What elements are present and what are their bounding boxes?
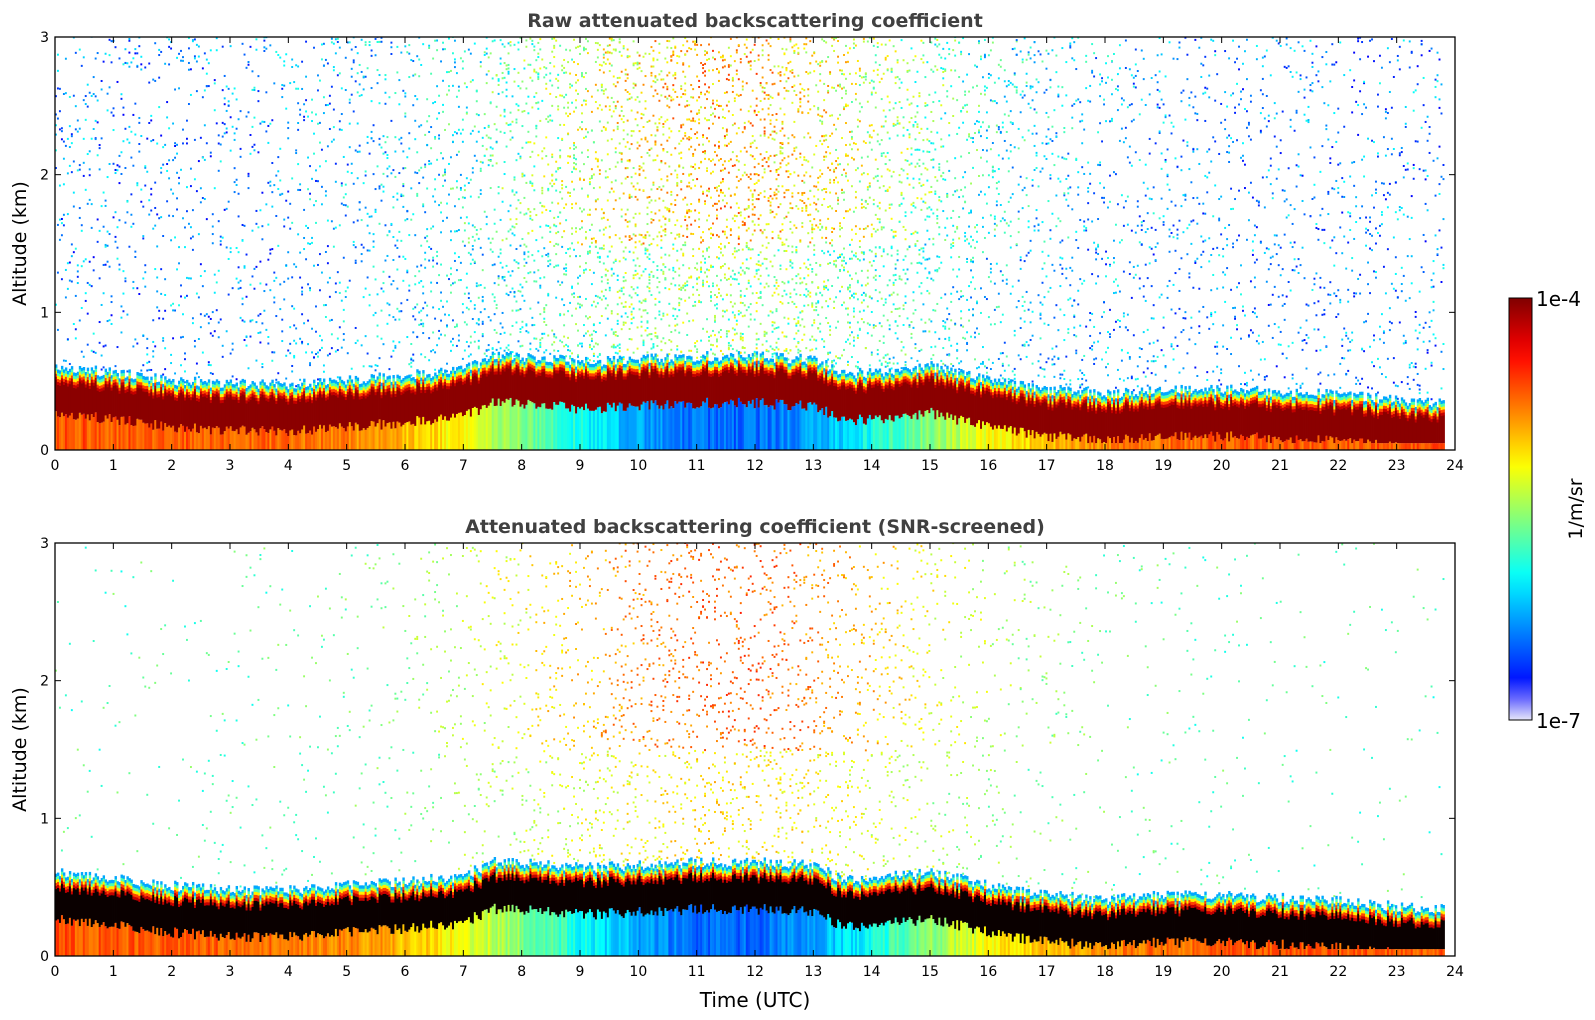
x-tick-label: 2 (167, 964, 176, 980)
x-tick-label: 8 (517, 458, 526, 474)
chart-title: Attenuated backscattering coefficient (S… (465, 516, 1045, 538)
colorbar: 1e-4 1e-7 1/m/sr (1508, 287, 1587, 733)
x-tick-label: 6 (401, 458, 410, 474)
x-tick-label: 14 (863, 458, 881, 474)
x-tick-label: 21 (1271, 964, 1289, 980)
colorbar-gradient (1508, 297, 1533, 721)
x-tick-label: 8 (517, 964, 526, 980)
y-axis-ticks: 0 1 2 3 (40, 30, 1455, 459)
y-tick-label: 0 (40, 443, 49, 459)
x-tick-label: 3 (226, 964, 235, 980)
colorbar-unit-label: 1/m/sr (1565, 478, 1587, 539)
snr-screened-backscatter-panel: Attenuated backscattering coefficient (S… (9, 516, 1464, 1012)
x-tick-label: 20 (1213, 964, 1231, 980)
x-tick-label: 19 (1154, 964, 1172, 980)
x-tick-label: 22 (1329, 964, 1347, 980)
x-tick-label: 13 (804, 458, 822, 474)
x-tick-label: 17 (1038, 964, 1056, 980)
x-tick-label: 20 (1213, 458, 1231, 474)
backscatter-heatmap (55, 543, 1445, 956)
x-tick-label: 10 (629, 964, 647, 980)
x-tick-label: 1 (109, 964, 118, 980)
x-tick-label: 24 (1446, 458, 1464, 474)
x-tick-label: 5 (342, 964, 351, 980)
x-tick-label: 24 (1446, 964, 1464, 980)
colorbar-min-label: 1e-7 (1536, 709, 1581, 733)
x-tick-label: 13 (804, 964, 822, 980)
x-tick-label: 11 (688, 458, 706, 474)
x-axis-ticks: 0 1 2 3 4 5 6 7 8 9 10 11 12 13 14 15 16 17 18 19 20 21 22 23 24 (51, 37, 1464, 474)
x-tick-label: 16 (979, 458, 997, 474)
x-tick-label: 15 (921, 964, 939, 980)
x-tick-label: 0 (51, 458, 60, 474)
x-tick-label: 11 (688, 964, 706, 980)
backscatter-heatmap (55, 37, 1445, 450)
raw-backscatter-panel: Raw attenuated backscattering coefficien… (9, 10, 1464, 474)
x-tick-label: 1 (109, 458, 118, 474)
x-tick-label: 22 (1329, 458, 1347, 474)
y-axis-label: Altitude (km) (9, 687, 31, 812)
x-tick-label: 17 (1038, 458, 1056, 474)
x-tick-label: 4 (284, 964, 293, 980)
y-tick-label: 0 (40, 949, 49, 965)
x-axis-ticks: 0 1 2 3 4 5 6 7 8 9 10 11 12 13 14 15 16 17 18 19 20 21 22 23 24 (51, 543, 1464, 980)
x-tick-label: 23 (1388, 964, 1406, 980)
y-tick-label: 3 (40, 30, 49, 46)
x-tick-label: 16 (979, 964, 997, 980)
x-tick-label: 23 (1388, 458, 1406, 474)
x-tick-label: 18 (1096, 964, 1114, 980)
y-tick-label: 1 (40, 811, 49, 827)
x-tick-label: 9 (576, 458, 585, 474)
x-tick-label: 18 (1096, 458, 1114, 474)
x-tick-label: 7 (459, 964, 468, 980)
colorbar-max-label: 1e-4 (1536, 287, 1581, 311)
x-tick-label: 4 (284, 458, 293, 474)
x-tick-label: 7 (459, 458, 468, 474)
y-tick-label: 2 (40, 168, 49, 184)
x-tick-label: 0 (51, 964, 60, 980)
x-tick-label: 10 (629, 458, 647, 474)
y-axis-label: Altitude (km) (9, 181, 31, 306)
y-tick-label: 1 (40, 305, 49, 321)
x-tick-label: 6 (401, 964, 410, 980)
x-tick-label: 21 (1271, 458, 1289, 474)
chart-title: Raw attenuated backscattering coefficien… (527, 10, 983, 32)
x-tick-label: 5 (342, 458, 351, 474)
y-tick-label: 2 (40, 674, 49, 690)
x-tick-label: 14 (863, 964, 881, 980)
y-tick-label: 3 (40, 536, 49, 552)
x-tick-label: 19 (1154, 458, 1172, 474)
x-tick-label: 9 (576, 964, 585, 980)
y-axis-ticks: 0 1 2 3 (40, 536, 1455, 965)
x-tick-label: 12 (746, 458, 764, 474)
x-tick-label: 15 (921, 458, 939, 474)
x-axis-label: Time (UTC) (699, 988, 811, 1012)
x-tick-label: 12 (746, 964, 764, 980)
x-tick-label: 2 (167, 458, 176, 474)
x-tick-label: 3 (226, 458, 235, 474)
